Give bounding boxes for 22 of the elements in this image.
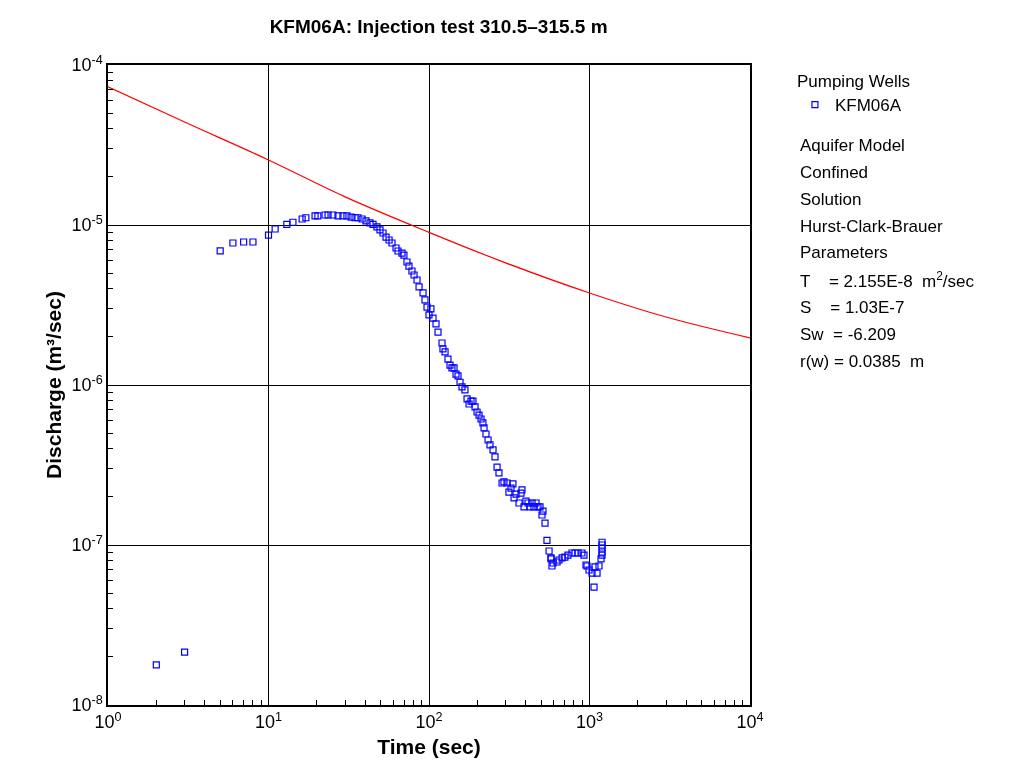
text: Hurst-Clark-Brauer bbox=[800, 217, 943, 236]
x-tick-label: 10$^{4}$ bbox=[736, 709, 764, 733]
y-tick-label: 10$^{-5}$ bbox=[71, 212, 103, 236]
text: Solution bbox=[800, 190, 862, 209]
y-axis-title: Discharge (m³/sec) bbox=[42, 291, 66, 479]
x-tick-label: 10$^{1}$ bbox=[254, 709, 283, 733]
legend-label: KFM06A bbox=[834, 96, 902, 116]
chart-title: KFM06A: Injection test 310.5–315.5 m bbox=[269, 15, 608, 37]
text: Aquifer Model bbox=[800, 136, 905, 155]
text: Confined bbox=[800, 163, 869, 182]
y-tick-label: 10$^{-6}$ bbox=[71, 372, 103, 396]
x-axis-title: Time (sec) bbox=[377, 735, 481, 759]
x-tick-label: 10$^{3}$ bbox=[575, 709, 604, 733]
text: Parameters bbox=[800, 243, 888, 262]
text: T = 2.155E-8 m$^{2}$/sec bbox=[800, 269, 975, 292]
text: Sw = -6.209 bbox=[800, 325, 896, 344]
legend-title: Pumping Wells bbox=[796, 72, 911, 92]
x-tick-label: 10$^{2}$ bbox=[415, 709, 443, 733]
text: r(w) = 0.0385 m bbox=[800, 352, 925, 371]
text: S = 1.03E-7 bbox=[800, 298, 905, 317]
y-tick-label: 10$^{-4}$ bbox=[71, 52, 103, 76]
y-tick-label: 10$^{-7}$ bbox=[71, 532, 103, 556]
